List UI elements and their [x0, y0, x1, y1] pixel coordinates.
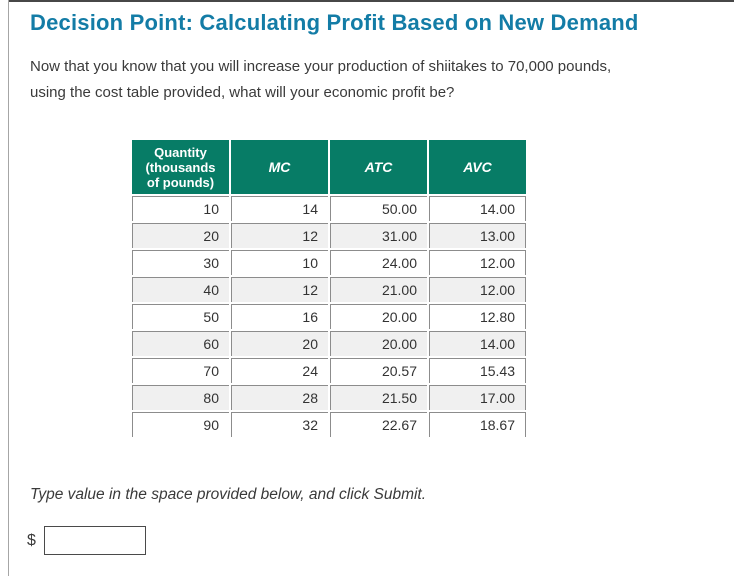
cell-quantity: 90 — [132, 412, 229, 437]
table-row: 90 32 22.67 18.67 — [132, 412, 526, 437]
cell-mc: 16 — [231, 304, 328, 329]
left-divider — [8, 0, 9, 576]
cost-table-header: Quantity (thousands of pounds) MC ATC AV… — [132, 140, 526, 194]
table-row: 40 12 21.00 12.00 — [132, 277, 526, 302]
instruction-text: Type value in the space provided below, … — [30, 486, 427, 503]
cell-quantity: 20 — [132, 223, 229, 248]
cell-avc: 12.80 — [429, 304, 526, 329]
answer-row: $ — [27, 526, 146, 555]
cell-quantity: 60 — [132, 331, 229, 356]
cell-mc: 32 — [231, 412, 328, 437]
cell-avc: 14.00 — [429, 331, 526, 356]
table-row: 60 20 20.00 14.00 — [132, 331, 526, 356]
table-row: 80 28 21.50 17.00 — [132, 385, 526, 410]
currency-label: $ — [27, 531, 36, 549]
table-row: 70 24 20.57 15.43 — [132, 358, 526, 383]
table-row: 20 12 31.00 13.00 — [132, 223, 526, 248]
cell-quantity: 10 — [132, 196, 229, 221]
top-divider — [8, 0, 734, 2]
cost-table-body: 10 14 50.00 14.00 20 12 31.00 13.00 30 1… — [132, 196, 526, 437]
question-text: Now that you know that you will increase… — [30, 58, 612, 101]
cell-mc: 14 — [231, 196, 328, 221]
cell-atc: 22.67 — [330, 412, 427, 437]
cell-quantity: 50 — [132, 304, 229, 329]
cell-avc: 17.00 — [429, 385, 526, 410]
cell-atc: 21.00 — [330, 277, 427, 302]
col-header-atc: ATC — [330, 140, 427, 194]
cell-atc: 20.57 — [330, 358, 427, 383]
table-row: 30 10 24.00 12.00 — [132, 250, 526, 275]
cell-avc: 13.00 — [429, 223, 526, 248]
cell-atc: 50.00 — [330, 196, 427, 221]
cell-mc: 28 — [231, 385, 328, 410]
cell-avc: 18.67 — [429, 412, 526, 437]
cell-mc: 12 — [231, 277, 328, 302]
cell-atc: 31.00 — [330, 223, 427, 248]
cell-quantity: 80 — [132, 385, 229, 410]
answer-input[interactable] — [43, 526, 146, 555]
cell-avc: 15.43 — [429, 358, 526, 383]
cell-avc: 12.00 — [429, 250, 526, 275]
cell-mc: 20 — [231, 331, 328, 356]
cell-quantity: 30 — [132, 250, 229, 275]
cell-mc: 12 — [231, 223, 328, 248]
cell-atc: 20.00 — [330, 304, 427, 329]
page-title: Decision Point: Calculating Profit Based… — [30, 10, 639, 35]
header-row: Quantity (thousands of pounds) MC ATC AV… — [132, 140, 526, 194]
table-row: 50 16 20.00 12.80 — [132, 304, 526, 329]
col-header-avc: AVC — [429, 140, 526, 194]
cell-mc: 10 — [231, 250, 328, 275]
cell-avc: 12.00 — [429, 277, 526, 302]
cell-quantity: 70 — [132, 358, 229, 383]
table-row: 10 14 50.00 14.00 — [132, 196, 526, 221]
cell-atc: 24.00 — [330, 250, 427, 275]
cost-table: Quantity (thousands of pounds) MC ATC AV… — [130, 138, 528, 439]
cell-atc: 20.00 — [330, 331, 427, 356]
col-header-quantity: Quantity (thousands of pounds) — [132, 140, 229, 194]
col-header-mc: MC — [231, 140, 328, 194]
cell-avc: 14.00 — [429, 196, 526, 221]
cell-atc: 21.50 — [330, 385, 427, 410]
cell-quantity: 40 — [132, 277, 229, 302]
cell-mc: 24 — [231, 358, 328, 383]
